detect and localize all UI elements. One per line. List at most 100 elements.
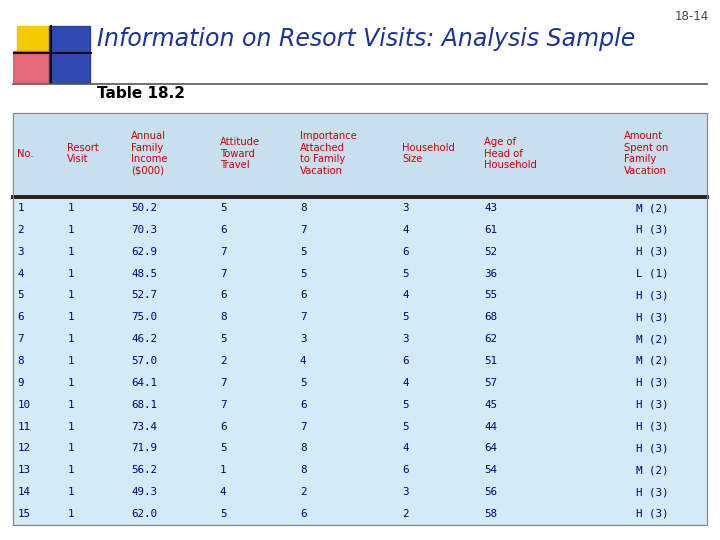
Text: 1: 1: [67, 203, 73, 213]
Text: Resort
Visit: Resort Visit: [67, 143, 99, 164]
Text: 5: 5: [402, 400, 409, 410]
Text: 48.5: 48.5: [131, 268, 157, 279]
Text: L (1): L (1): [636, 268, 668, 279]
Text: 7: 7: [300, 422, 306, 431]
Text: 4: 4: [402, 443, 409, 454]
Text: 62.9: 62.9: [131, 247, 157, 256]
Text: 45: 45: [485, 400, 498, 410]
Text: M (2): M (2): [636, 465, 668, 475]
Text: 6: 6: [300, 509, 306, 519]
Text: 8: 8: [300, 203, 306, 213]
Text: Amount
Spent on
Family
Vacation: Amount Spent on Family Vacation: [624, 131, 668, 176]
Text: Importance
Attached
to Family
Vacation: Importance Attached to Family Vacation: [300, 131, 356, 176]
Text: 52.7: 52.7: [131, 291, 157, 300]
Text: 6: 6: [220, 291, 227, 300]
Text: Household
Size: Household Size: [402, 143, 455, 164]
Text: 1: 1: [67, 334, 73, 344]
Text: 4: 4: [402, 378, 409, 388]
Text: 36: 36: [485, 268, 498, 279]
Text: 1: 1: [67, 400, 73, 410]
Text: 6: 6: [220, 225, 227, 235]
Text: 2: 2: [402, 509, 409, 519]
Text: 7: 7: [17, 334, 24, 344]
Text: 70.3: 70.3: [131, 225, 157, 235]
Text: 18-14: 18-14: [675, 10, 709, 23]
Text: 5: 5: [300, 247, 306, 256]
Text: 54: 54: [485, 465, 498, 475]
Text: 1: 1: [67, 312, 73, 322]
Text: 5: 5: [300, 268, 306, 279]
Text: 8: 8: [220, 312, 227, 322]
Text: 49.3: 49.3: [131, 487, 157, 497]
Text: Age of
Head of
Household: Age of Head of Household: [485, 137, 537, 170]
Text: Attitude
Toward
Travel: Attitude Toward Travel: [220, 137, 260, 170]
Text: 7: 7: [220, 378, 227, 388]
Text: 5: 5: [300, 378, 306, 388]
Text: 14: 14: [17, 487, 30, 497]
Text: 13: 13: [17, 465, 30, 475]
Text: 6: 6: [300, 291, 306, 300]
Text: 62.0: 62.0: [131, 509, 157, 519]
Text: 4: 4: [402, 291, 409, 300]
Text: 3: 3: [300, 334, 306, 344]
Text: 55: 55: [485, 291, 498, 300]
Text: 8: 8: [300, 465, 306, 475]
Text: 6: 6: [402, 465, 409, 475]
Text: 1: 1: [67, 422, 73, 431]
Text: 1: 1: [17, 203, 24, 213]
Text: 62: 62: [485, 334, 498, 344]
Text: 56: 56: [485, 487, 498, 497]
Text: 2: 2: [17, 225, 24, 235]
Text: 64.1: 64.1: [131, 378, 157, 388]
Text: 4: 4: [17, 268, 24, 279]
Text: Information on Resort Visits: Analysis Sample: Information on Resort Visits: Analysis S…: [97, 27, 636, 51]
Text: 4: 4: [220, 487, 227, 497]
Text: 73.4: 73.4: [131, 422, 157, 431]
Text: Table 18.2: Table 18.2: [97, 86, 185, 102]
Text: H (3): H (3): [636, 487, 668, 497]
Text: 1: 1: [67, 378, 73, 388]
Text: 1: 1: [220, 465, 227, 475]
Text: 4: 4: [300, 356, 306, 366]
Text: 7: 7: [300, 312, 306, 322]
Text: 3: 3: [402, 203, 409, 213]
Text: 50.2: 50.2: [131, 203, 157, 213]
Text: 1: 1: [67, 487, 73, 497]
Text: 5: 5: [402, 312, 409, 322]
Bar: [49, 26, 90, 84]
Text: 6: 6: [220, 422, 227, 431]
Text: 1: 1: [67, 247, 73, 256]
Text: 7: 7: [300, 225, 306, 235]
Text: 7: 7: [220, 268, 227, 279]
Text: 6: 6: [402, 356, 409, 366]
Text: H (3): H (3): [636, 291, 668, 300]
Text: 71.9: 71.9: [131, 443, 157, 454]
Text: H (3): H (3): [636, 378, 668, 388]
Text: 5: 5: [220, 334, 227, 344]
Bar: [17, 26, 51, 53]
Text: H (3): H (3): [636, 247, 668, 256]
Text: 8: 8: [17, 356, 24, 366]
Text: 1: 1: [67, 268, 73, 279]
Text: 58: 58: [485, 509, 498, 519]
Text: 7: 7: [220, 400, 227, 410]
Text: 52: 52: [485, 247, 498, 256]
Text: 57: 57: [485, 378, 498, 388]
Text: 1: 1: [67, 509, 73, 519]
Text: M (2): M (2): [636, 356, 668, 366]
Text: H (3): H (3): [636, 509, 668, 519]
Text: 2: 2: [300, 487, 306, 497]
Text: 46.2: 46.2: [131, 334, 157, 344]
Text: 1: 1: [67, 356, 73, 366]
Text: 51: 51: [485, 356, 498, 366]
Text: 68.1: 68.1: [131, 400, 157, 410]
Text: 4: 4: [402, 225, 409, 235]
Text: 1: 1: [67, 291, 73, 300]
Text: 5: 5: [220, 443, 227, 454]
Text: 12: 12: [17, 443, 30, 454]
Text: H (3): H (3): [636, 400, 668, 410]
Text: 15: 15: [17, 509, 30, 519]
Text: H (3): H (3): [636, 225, 668, 235]
Text: 3: 3: [17, 247, 24, 256]
Text: 1: 1: [67, 443, 73, 454]
